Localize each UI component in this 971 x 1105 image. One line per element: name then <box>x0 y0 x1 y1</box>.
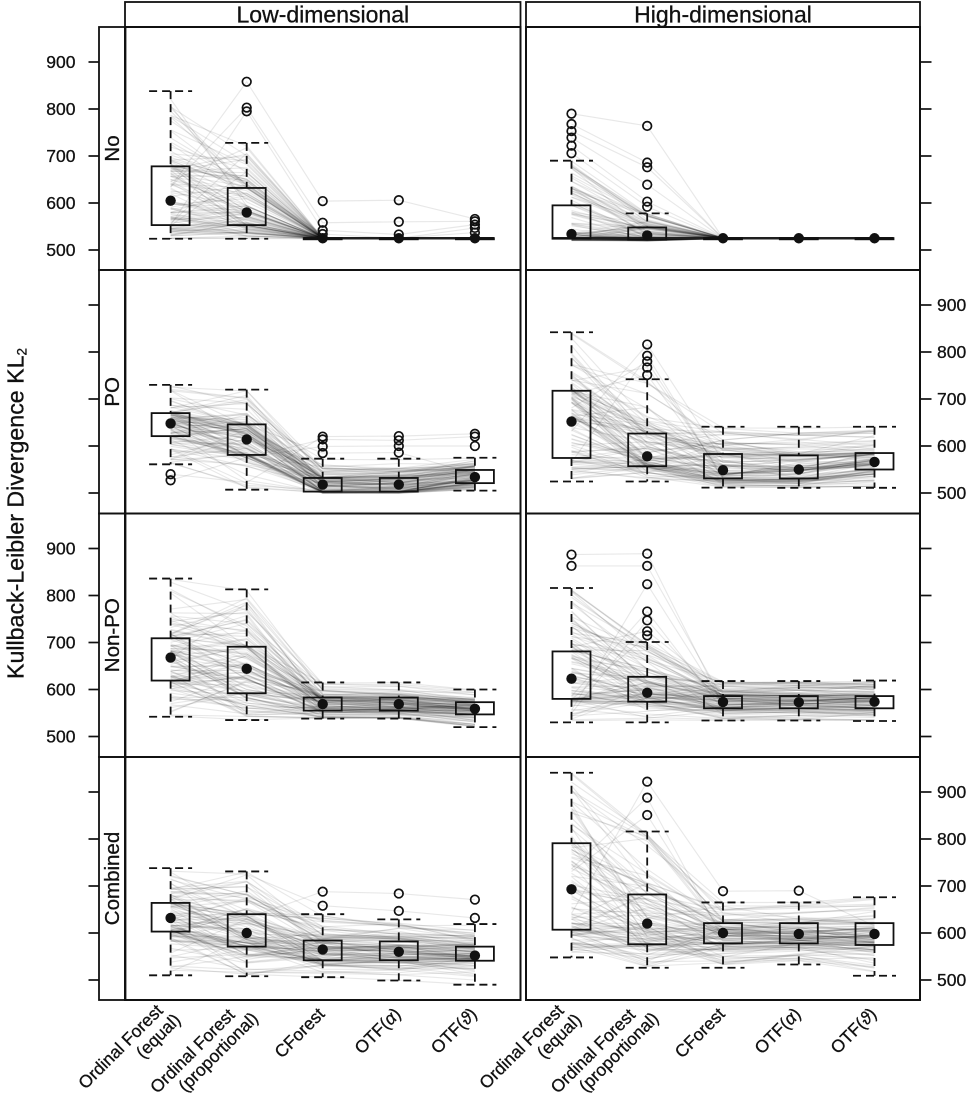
svg-text:900: 900 <box>46 539 75 559</box>
svg-text:800: 800 <box>46 99 75 119</box>
svg-text:Combined: Combined <box>101 832 124 925</box>
svg-text:800: 800 <box>46 586 75 606</box>
svg-text:No: No <box>101 135 124 161</box>
svg-text:Kullback-Leibler Divergence KL: Kullback-Leibler Divergence KL2 <box>3 348 30 679</box>
svg-text:600: 600 <box>937 436 966 456</box>
svg-text:900: 900 <box>937 782 966 802</box>
svg-text:500: 500 <box>46 240 75 260</box>
svg-text:Non-PO: Non-PO <box>101 598 124 672</box>
svg-text:PO: PO <box>101 377 124 407</box>
svg-text:600: 600 <box>46 193 75 213</box>
svg-text:700: 700 <box>46 146 75 166</box>
svg-text:Low-dimensional: Low-dimensional <box>237 1 410 27</box>
svg-text:High-dimensional: High-dimensional <box>634 1 812 27</box>
svg-text:700: 700 <box>46 633 75 653</box>
svg-text:800: 800 <box>937 829 966 849</box>
svg-text:600: 600 <box>46 680 75 700</box>
svg-text:900: 900 <box>46 52 75 72</box>
svg-text:700: 700 <box>937 876 966 896</box>
svg-text:500: 500 <box>937 970 966 990</box>
svg-text:800: 800 <box>937 342 966 362</box>
svg-text:900: 900 <box>937 295 966 315</box>
svg-text:500: 500 <box>46 727 75 747</box>
svg-text:500: 500 <box>937 483 966 503</box>
svg-text:700: 700 <box>937 389 966 409</box>
svg-text:600: 600 <box>937 923 966 943</box>
